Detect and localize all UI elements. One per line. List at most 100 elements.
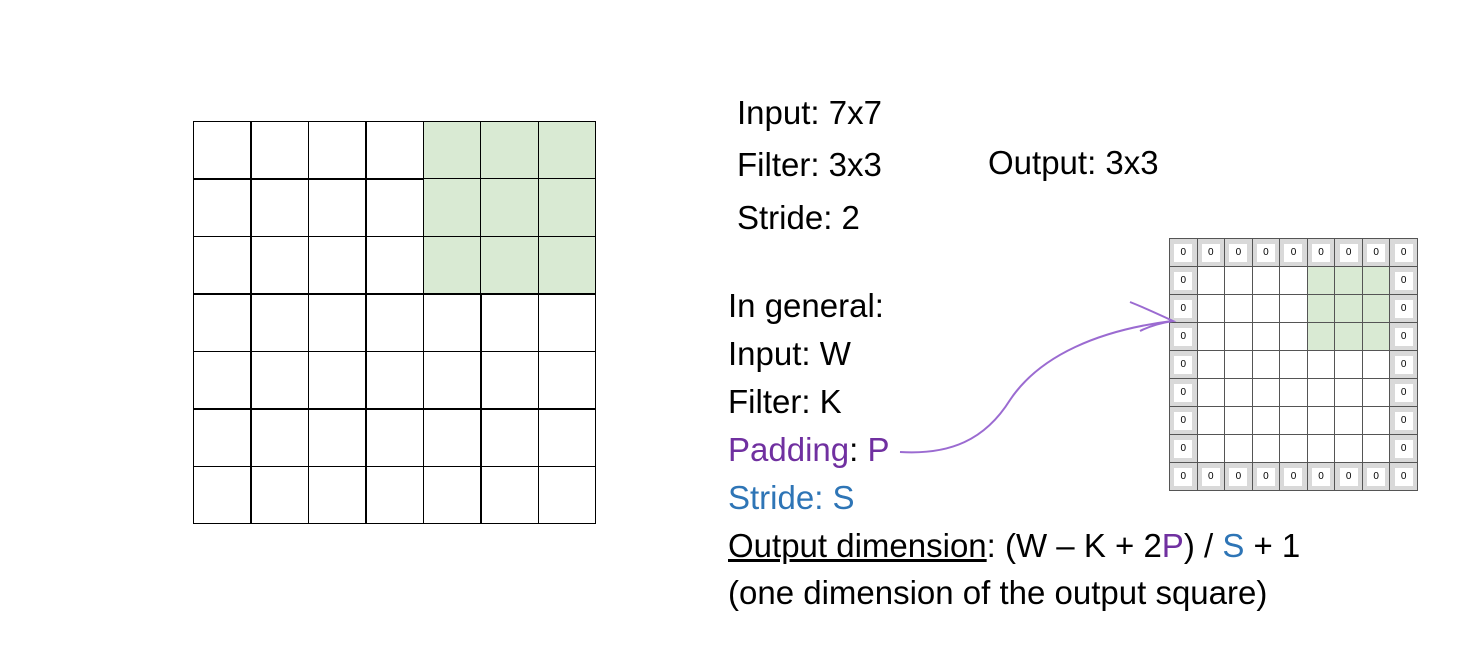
grid-cell [193, 293, 252, 353]
padding-cell: 0 [1389, 350, 1418, 379]
input-size-label: Input: 7x7 [737, 94, 882, 131]
formula-part-b: ) / [1183, 527, 1223, 564]
padding-cell: 0 [1279, 462, 1308, 491]
padded-grid-cell [1334, 322, 1363, 351]
grid-cell [365, 465, 425, 525]
padding-zero: 0 [1394, 328, 1413, 346]
formula-part-c: + 1 [1244, 527, 1301, 564]
grid-cell [537, 121, 597, 180]
general-input: Input: W [728, 335, 851, 372]
padded-grid-cell [1196, 434, 1226, 463]
padded-grid-cell [1306, 322, 1336, 351]
grid-cell [480, 408, 540, 468]
padded-grid-cell [1251, 350, 1281, 379]
grid-cell [250, 178, 310, 238]
padding-cell: 0 [1361, 462, 1391, 491]
formula-s: S [1222, 527, 1245, 564]
padded-grid-cell [1251, 378, 1281, 407]
grid-cell [250, 408, 310, 468]
padding-zero: 0 [1394, 356, 1413, 374]
filter-size-label: Filter: 3x3 [737, 146, 882, 183]
padding-cell: 0 [1169, 322, 1198, 351]
padded-grid-cell [1306, 266, 1336, 295]
grid-cell [193, 121, 252, 180]
padding-zero: 0 [1367, 468, 1386, 486]
arrow-curve [899, 320, 1173, 454]
general-heading: In general: [728, 287, 884, 324]
padding-zero: 0 [1174, 468, 1193, 486]
padded-grid-cell [1279, 294, 1308, 323]
input-grid-7x7 [193, 121, 597, 525]
padding-zero: 0 [1394, 384, 1413, 402]
padding-cell: 0 [1169, 462, 1198, 491]
padding-cell: 0 [1169, 350, 1198, 379]
output-dimension-formula: Output dimension: (W – K + 2P) / S + 1 [728, 529, 1300, 562]
padding-separator: : [849, 431, 868, 468]
padding-zero: 0 [1174, 300, 1193, 318]
grid-cell [365, 293, 425, 353]
padding-cell: 0 [1389, 378, 1418, 407]
grid-cell [193, 178, 252, 238]
padding-cell: 0 [1306, 462, 1336, 491]
padding-cell: 0 [1169, 266, 1198, 295]
padding-zero: 0 [1284, 244, 1303, 262]
padding-cell: 0 [1334, 238, 1363, 267]
grid-cell [480, 293, 540, 353]
grid-cell [537, 408, 597, 468]
padded-grid-cell [1224, 350, 1253, 379]
padding-zero: 0 [1394, 440, 1413, 458]
padded-grid-cell [1334, 406, 1363, 435]
padded-grid-cell [1334, 350, 1363, 379]
padded-grid-cell [1361, 434, 1391, 463]
padded-grid-cell [1224, 434, 1253, 463]
general-stride: Stride: S [728, 479, 855, 516]
output-note: (one dimension of the output square) [728, 574, 1268, 611]
formula-p: P [1161, 527, 1184, 564]
grid-cell [250, 293, 310, 353]
padding-zero: 0 [1174, 244, 1193, 262]
padding-zero: 0 [1229, 244, 1248, 262]
grid-cell [250, 465, 310, 525]
grid-cell [422, 121, 482, 180]
padding-zero: 0 [1394, 300, 1413, 318]
grid-cell [193, 465, 252, 525]
padding-variable: P [867, 431, 890, 468]
grid-cell [480, 178, 540, 238]
padding-zero: 0 [1394, 244, 1413, 262]
padding-zero: 0 [1174, 272, 1193, 290]
padded-grid-cell [1196, 322, 1226, 351]
padding-cell: 0 [1306, 238, 1336, 267]
padding-zero: 0 [1174, 440, 1193, 458]
padding-zero: 0 [1367, 244, 1386, 262]
padding-zero: 0 [1394, 272, 1413, 290]
padded-grid-cell [1334, 294, 1363, 323]
output-size-label: Output: 3x3 [988, 144, 1159, 181]
padding-cell: 0 [1389, 462, 1418, 491]
grid-cell [480, 465, 540, 525]
grid-cell [193, 408, 252, 468]
padding-zero: 0 [1174, 384, 1193, 402]
stride-label: Stride: 2 [737, 199, 860, 236]
padding-cell: 0 [1389, 238, 1418, 267]
grid-cell [250, 121, 310, 180]
padding-cell: 0 [1196, 462, 1226, 491]
general-padding: Padding: P [728, 433, 889, 466]
padded-grid-cell [1251, 434, 1281, 463]
grid-cell [537, 293, 597, 353]
padding-zero: 0 [1256, 468, 1275, 486]
padding-cell: 0 [1224, 238, 1253, 267]
padding-zero: 0 [1284, 468, 1303, 486]
padded-grid-cell [1334, 434, 1363, 463]
padding-zero: 0 [1174, 328, 1193, 346]
grid-cell [480, 235, 540, 295]
grid-cell [537, 465, 597, 525]
padding-zero: 0 [1312, 244, 1331, 262]
padding-zero: 0 [1312, 468, 1331, 486]
padding-cell: 0 [1169, 406, 1198, 435]
padding-cell: 0 [1389, 294, 1418, 323]
output-dimension-label: Output dimension [728, 527, 987, 564]
padding-zero: 0 [1394, 412, 1413, 430]
grid-cell [537, 235, 597, 295]
